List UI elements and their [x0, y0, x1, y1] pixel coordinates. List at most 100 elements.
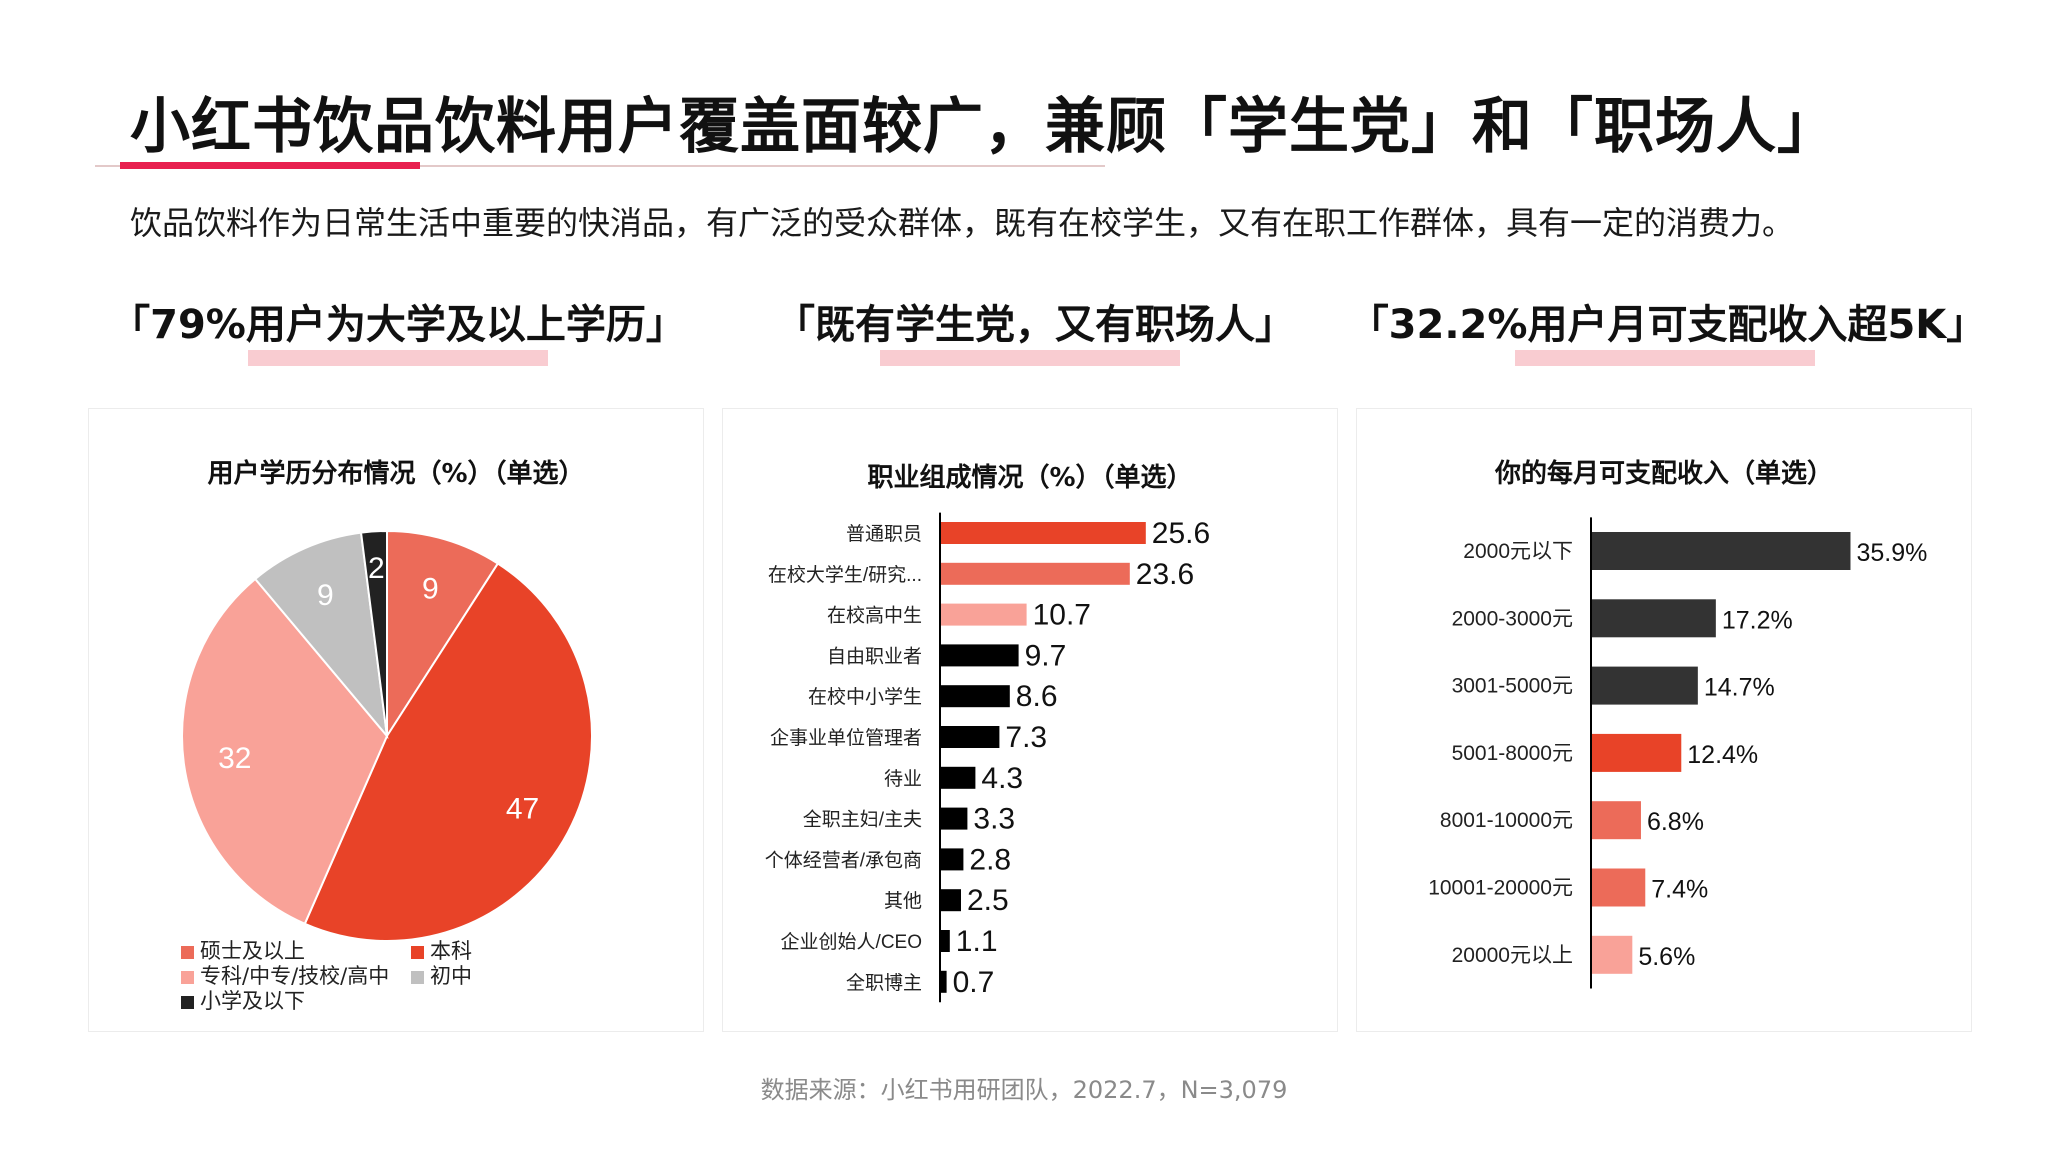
- bar-value-label: 9.7: [1025, 639, 1067, 672]
- legend-swatch: [181, 945, 194, 959]
- bar: [941, 644, 1019, 667]
- bar: [941, 726, 1000, 748]
- education-chart-title: 用户学历分布情况（%）（单选）: [207, 459, 585, 489]
- data-source-note: 数据来源：小红书用研团队，2022.7，N=3,079: [760, 1076, 1288, 1104]
- bar: [1592, 733, 1682, 772]
- category-label: 8001-10000元: [1440, 809, 1573, 832]
- bar-value-label: 10.7: [1033, 599, 1091, 632]
- bar-value-label: 0.7: [953, 966, 995, 999]
- bar-value-label: 35.9%: [1856, 539, 1927, 567]
- education-chart-panel: 用户学历分布情况（%）（单选） 9 47 32 9 2 硕士及以上 本科 专科/中专/技…: [88, 408, 704, 1032]
- bar-value-label: 4.3: [981, 762, 1023, 795]
- category-label: 普通职员: [846, 523, 922, 545]
- legend-label: 小学及以下: [200, 989, 305, 1013]
- bar-value-label: 14.7%: [1704, 674, 1775, 702]
- headline-income: 「32.2%用户月可支配收入超5K」: [1348, 302, 1987, 348]
- bar: [941, 889, 961, 912]
- bar-value-label: 2.8: [969, 843, 1011, 876]
- title-accent-bar: [120, 162, 420, 169]
- bar: [941, 562, 1130, 585]
- bar-value-label: 7.3: [1005, 721, 1047, 754]
- legend-label: 本科: [430, 939, 472, 963]
- bar: [941, 685, 1010, 708]
- occupation-chart-panel: 职业组成情况（%）（单选） 普通职员 25.6 在校大学生/研究... 23.6 在校高…: [722, 408, 1338, 1032]
- pie-slice-label: 9: [422, 572, 439, 605]
- bar-value-label: 12.4%: [1687, 741, 1758, 769]
- legend-item-bachelor: 本科: [411, 935, 472, 965]
- bar-value-label: 23.6: [1136, 558, 1194, 591]
- legend-item-master: 硕士及以上: [181, 935, 305, 965]
- bar: [1592, 532, 1851, 570]
- category-label: 10001-20000元: [1428, 877, 1573, 900]
- page-title: 小红书饮品饮料用户覆盖面较广，兼顾「学生党」和「职场人」: [130, 92, 1838, 162]
- bar-value-label: 8.6: [1016, 680, 1058, 713]
- bar: [1592, 666, 1698, 705]
- bar-value-label: 1.1: [956, 925, 998, 958]
- category-label: 3001-5000元: [1452, 675, 1573, 698]
- headline-occupation-highlight: [880, 350, 1180, 366]
- pie-slice-label: 32: [218, 742, 251, 775]
- bar: [941, 970, 947, 993]
- category-label: 2000元以下: [1463, 540, 1573, 563]
- pie-slice: [386, 529, 500, 740]
- income-bar-chart: 2000元以下 35.9% 2000-3000元 17.2% 3001-5000元 14.…: [1428, 517, 1927, 989]
- category-label: 20000元以上: [1452, 944, 1573, 967]
- bar-value-label: 2.5: [967, 884, 1009, 917]
- category-label: 5001-8000元: [1452, 742, 1573, 765]
- bar-value-label: 6.8%: [1647, 808, 1704, 836]
- bar: [941, 603, 1027, 626]
- legend-swatch: [181, 970, 194, 984]
- headline-education-highlight: [248, 350, 548, 366]
- headline-education: 「79%用户为大学及以上学历」: [110, 302, 686, 348]
- legend-label: 专科/中专/技校/高中: [200, 964, 390, 988]
- income-chart-title: 你的每月可支配收入（单选）: [1494, 459, 1833, 489]
- occupation-bar-chart: 普通职员 25.6 在校大学生/研究... 23.6 在校高中生 10.7 自由职业者 9.7…: [765, 512, 1210, 1003]
- bar: [941, 807, 968, 830]
- headline-income-highlight: [1515, 350, 1815, 366]
- pie-slice-label: 47: [506, 793, 539, 826]
- bar: [941, 522, 1146, 544]
- legend-swatch: [411, 945, 424, 959]
- category-label: 其他: [884, 890, 922, 912]
- category-label: 在校大学生/研究...: [768, 564, 922, 586]
- bar: [1592, 935, 1633, 974]
- pie-slice: [359, 529, 388, 737]
- bar-value-label: 7.4%: [1651, 876, 1708, 904]
- bar-value-label: 25.6: [1152, 517, 1210, 550]
- bar-value-label: 17.2%: [1722, 606, 1793, 634]
- legend-label: 硕士及以上: [200, 939, 305, 963]
- category-label: 待业: [884, 768, 922, 790]
- legend-swatch: [411, 970, 424, 984]
- pie-slice: [253, 531, 389, 740]
- category-label: 在校高中生: [827, 605, 922, 627]
- pie-slice: [181, 577, 389, 926]
- pie-slice-label: 2: [368, 552, 385, 585]
- legend-item-junior: 初中: [411, 960, 472, 990]
- legend-label: 初中: [430, 964, 472, 988]
- bar-value-label: 3.3: [973, 803, 1015, 836]
- category-label: 企事业单位管理者: [770, 727, 922, 749]
- bar: [941, 848, 964, 871]
- category-label: 企业创始人/CEO: [781, 931, 922, 953]
- category-label: 全职主妇/主夫: [803, 809, 922, 831]
- category-label: 全职博主: [846, 972, 922, 994]
- bar: [1592, 801, 1641, 840]
- legend-item-college: 专科/中专/技校/高中: [181, 960, 389, 990]
- headline-occupation: 「既有学生党，又有职场人」: [775, 302, 1295, 348]
- page-subtitle: 饮品饮料作为日常生活中重要的快消品，有广泛的受众群体，既有在校学生，又有在职工作…: [130, 204, 1795, 242]
- legend-item-primary: 小学及以下: [181, 985, 305, 1015]
- pie-slice: [303, 562, 593, 942]
- category-label: 在校中小学生: [808, 686, 922, 708]
- bar: [1592, 599, 1716, 638]
- bar: [941, 930, 950, 952]
- occupation-chart-title: 职业组成情况（%）（单选）: [867, 463, 1193, 493]
- pie-slice-label: 9: [317, 579, 334, 612]
- category-label: 个体经营者/承包商: [765, 849, 922, 871]
- bar: [941, 766, 976, 789]
- income-chart-panel: 你的每月可支配收入（单选） 2000元以下 35.9% 2000-3000元 17.2…: [1356, 408, 1972, 1032]
- category-label: 自由职业者: [827, 645, 922, 667]
- legend-swatch: [181, 995, 194, 1009]
- education-pie-chart: 9 47 32 9 2: [181, 529, 593, 942]
- title-divider: [95, 165, 1105, 167]
- bar: [1592, 868, 1646, 907]
